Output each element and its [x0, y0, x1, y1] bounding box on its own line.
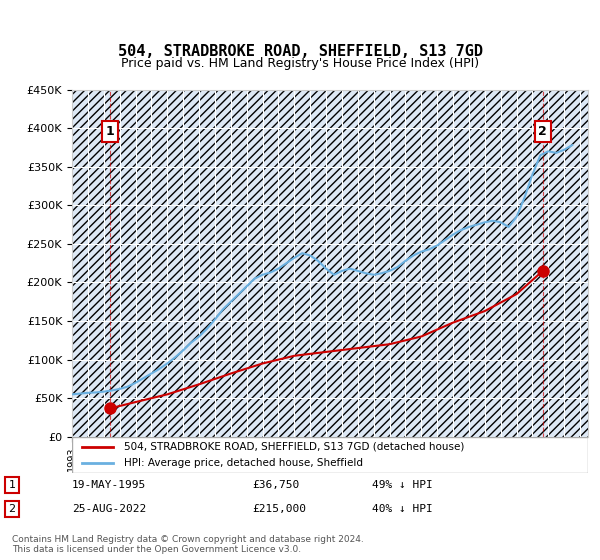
Text: Price paid vs. HM Land Registry's House Price Index (HPI): Price paid vs. HM Land Registry's House … — [121, 57, 479, 70]
Text: 40% ↓ HPI: 40% ↓ HPI — [372, 504, 433, 514]
Text: 504, STRADBROKE ROAD, SHEFFIELD, S13 7GD (detached house): 504, STRADBROKE ROAD, SHEFFIELD, S13 7GD… — [124, 442, 464, 452]
Text: £36,750: £36,750 — [252, 480, 299, 490]
Text: 1: 1 — [106, 125, 114, 138]
Text: 1: 1 — [8, 480, 16, 490]
FancyBboxPatch shape — [72, 437, 588, 473]
Text: £215,000: £215,000 — [252, 504, 306, 514]
Text: 2: 2 — [8, 504, 16, 514]
Text: 2: 2 — [538, 125, 547, 138]
Text: 504, STRADBROKE ROAD, SHEFFIELD, S13 7GD: 504, STRADBROKE ROAD, SHEFFIELD, S13 7GD — [118, 44, 482, 59]
Text: 19-MAY-1995: 19-MAY-1995 — [72, 480, 146, 490]
Text: 25-AUG-2022: 25-AUG-2022 — [72, 504, 146, 514]
Text: Contains HM Land Registry data © Crown copyright and database right 2024.
This d: Contains HM Land Registry data © Crown c… — [12, 535, 364, 554]
Text: HPI: Average price, detached house, Sheffield: HPI: Average price, detached house, Shef… — [124, 458, 362, 468]
Text: 49% ↓ HPI: 49% ↓ HPI — [372, 480, 433, 490]
